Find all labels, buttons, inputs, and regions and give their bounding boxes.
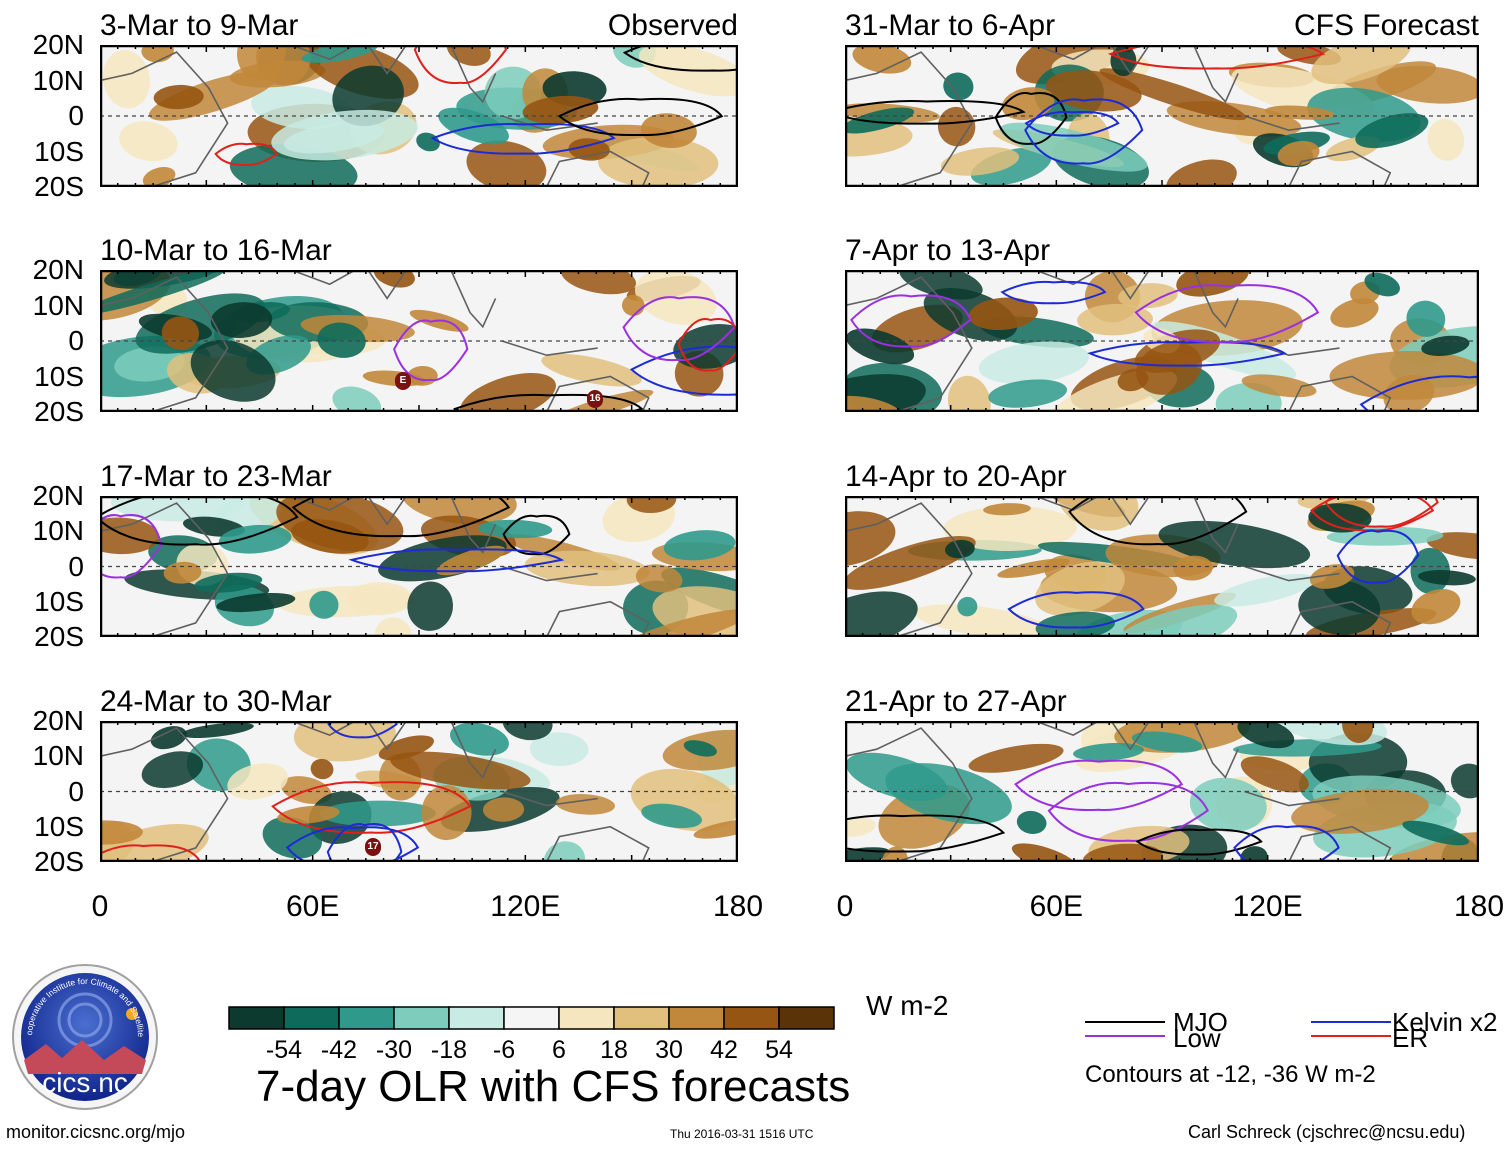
legend-kelvin-line xyxy=(1311,1021,1391,1023)
latitude-label: 10S xyxy=(34,810,84,842)
observed-map-3 xyxy=(100,496,738,637)
footer-credit: Carl Schreck (cjschrec@ncsu.edu) xyxy=(1188,1122,1466,1142)
colorbar-tick-label: -30 xyxy=(376,1036,412,1064)
cics-logo: Cooperative Institute for Climate and Sa… xyxy=(10,962,158,1110)
latitude-label: 10N xyxy=(32,289,84,321)
latitude-label: 20N xyxy=(32,480,84,511)
colorbar-tick-label: 30 xyxy=(655,1036,683,1064)
colorbar-tick-label: 42 xyxy=(710,1036,738,1064)
colorbar-swatch xyxy=(668,1006,725,1030)
legend-er-label: ER xyxy=(1392,1023,1429,1053)
observed-panel-title-2: 10-Mar to 16-Mar xyxy=(100,234,332,267)
observed-map-4 xyxy=(100,721,738,862)
colorbar-tick-label: 18 xyxy=(600,1036,628,1064)
colorbar-tick-label: -6 xyxy=(493,1036,515,1064)
colorbar-swatch xyxy=(778,1006,835,1030)
legend-kelvin-label: Kelvin x2 xyxy=(1392,1007,1498,1037)
colorbar: -54 -42 -30 -18 -6 6 18 30 42 54 xyxy=(228,1006,835,1064)
colorbar-swatch xyxy=(228,1006,285,1030)
forecast-map-2 xyxy=(845,270,1479,412)
latitude-label: 20S xyxy=(34,171,84,202)
latitude-label: 10N xyxy=(32,64,84,96)
longitude-label: 120E xyxy=(490,890,561,923)
longitude-label: 180 xyxy=(1453,890,1505,923)
latitude-label: 20S xyxy=(34,621,84,652)
footer-timestamp: Thu 2016-03-31 1516 UTC xyxy=(670,1127,814,1141)
latitude-label: 20N xyxy=(32,254,84,285)
forecast-map-1 xyxy=(845,45,1479,187)
colorbar-swatch xyxy=(448,1006,505,1030)
legend-mjo-line xyxy=(1085,1021,1165,1023)
latitude-label: 20S xyxy=(34,846,84,877)
latitude-label: 20S xyxy=(34,396,84,427)
legend-mjo-label: MJO xyxy=(1173,1007,1228,1037)
tropical-cyclone-marker: 17 xyxy=(365,838,381,856)
latitude-label: 10S xyxy=(34,360,84,392)
legend-er-line xyxy=(1311,1035,1391,1037)
longitude-label: 180 xyxy=(712,890,764,923)
latitude-label: 0 xyxy=(68,325,84,356)
longitude-label: 60E xyxy=(285,890,340,923)
colorbar-swatch xyxy=(613,1006,670,1030)
latitude-label: 0 xyxy=(68,100,84,131)
observed-panel-title-4: 24-Mar to 30-Mar xyxy=(100,685,332,718)
colorbar-units: W m-2 xyxy=(866,990,949,1021)
longitude-label: 60E xyxy=(1029,890,1084,923)
colorbar-tick-label: 6 xyxy=(552,1036,566,1064)
colorbar-tick-label: -54 xyxy=(266,1036,302,1064)
latitude-label: 0 xyxy=(68,775,84,807)
logo-text: cics.nc xyxy=(42,1067,128,1098)
legend-low-line xyxy=(1085,1035,1165,1037)
forecast-map-4 xyxy=(845,721,1479,862)
forecast-panel-title-2: 7-Apr to 13-Apr xyxy=(845,234,1051,267)
observed-panel-title-1: 3-Mar to 9-Mar xyxy=(100,9,299,42)
colorbar-swatch xyxy=(283,1006,340,1030)
forecast-panel-title-3: 14-Apr to 20-Apr xyxy=(845,460,1067,493)
forecast-panel-title-4: 21-Apr to 27-Apr xyxy=(845,685,1067,718)
legend-low-label: Low xyxy=(1173,1023,1221,1053)
colorbar-tick-label: -42 xyxy=(321,1036,357,1064)
tropical-cyclone-marker: 16 xyxy=(587,390,603,408)
colorbar-tick-label: -18 xyxy=(431,1036,467,1064)
observed-panel-title-3: 17-Mar to 23-Mar xyxy=(100,460,332,493)
colorbar-swatch xyxy=(723,1006,780,1030)
latitude-label: 10N xyxy=(32,515,84,547)
latitude-label: 0 xyxy=(68,550,84,582)
latitude-label: 20N xyxy=(32,705,84,736)
longitude-label: 120E xyxy=(1232,890,1303,923)
observed-label: Observed xyxy=(607,9,738,42)
forecast-map-3 xyxy=(845,496,1479,637)
latitude-label: 10N xyxy=(32,740,84,772)
figure-title: 7-day OLR with CFS forecasts xyxy=(256,1062,851,1111)
forecast-panel-title-1: 31-Mar to 6-Apr xyxy=(845,9,1056,42)
tropical-cyclone-marker: E xyxy=(395,372,411,390)
observed-map-1 xyxy=(100,45,738,187)
colorbar-swatch xyxy=(503,1006,560,1030)
latitude-label: 10S xyxy=(34,585,84,617)
footer-url: monitor.cicsnc.org/mjo xyxy=(6,1122,186,1142)
legend: MJO Kelvin x2 Low ER Contours at -12, -3… xyxy=(1085,1005,1505,1095)
legend-note: Contours at -12, -36 W m-2 xyxy=(1085,1061,1376,1088)
colorbar-swatch xyxy=(338,1006,395,1030)
colorbar-tick-label: 54 xyxy=(765,1036,793,1064)
latitude-label: 20N xyxy=(32,29,84,60)
latitude-label: 10S xyxy=(34,135,84,167)
colorbar-swatch xyxy=(393,1006,450,1030)
colorbar-swatch xyxy=(558,1006,615,1030)
forecast-label: CFS Forecast xyxy=(1293,9,1479,42)
longitude-label: 0 xyxy=(836,890,854,923)
observed-map-2 xyxy=(100,270,738,412)
longitude-label: 0 xyxy=(91,890,109,923)
